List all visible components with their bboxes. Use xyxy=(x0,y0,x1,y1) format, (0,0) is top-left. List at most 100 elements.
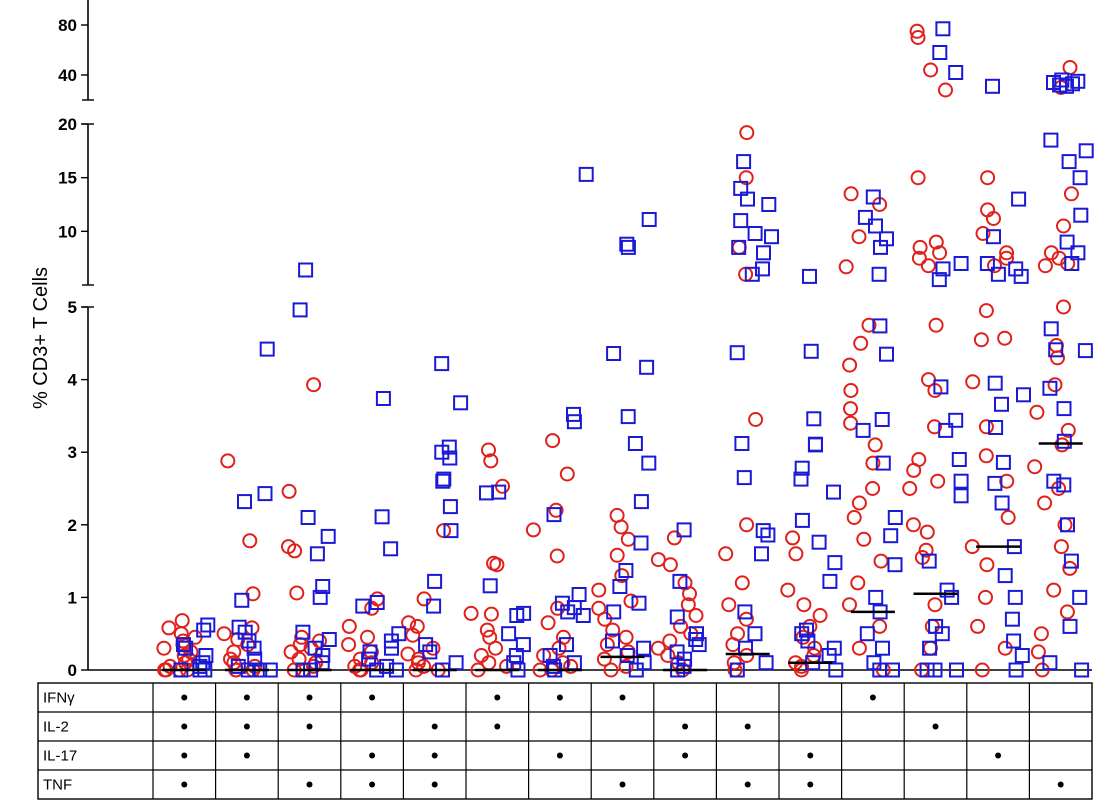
point-square xyxy=(826,484,841,500)
point-square xyxy=(755,523,771,539)
point-circle xyxy=(591,582,607,598)
point-circle xyxy=(978,448,994,464)
point-square xyxy=(887,557,903,573)
point-circle xyxy=(865,481,881,496)
y-axis: 0 1 2 3 4 5 10 15 20 40 80 xyxy=(58,0,1092,680)
point-square xyxy=(740,191,755,207)
point-square xyxy=(1061,154,1077,170)
point-square xyxy=(627,436,643,451)
point-square xyxy=(542,648,558,663)
point-circle xyxy=(932,245,948,261)
point-square xyxy=(995,454,1011,470)
point-square xyxy=(953,488,969,504)
point-circle xyxy=(970,618,986,634)
point-circle xyxy=(1062,60,1078,75)
point-circle xyxy=(721,597,737,613)
point-square xyxy=(799,622,814,638)
point-square xyxy=(731,239,747,255)
point-circle xyxy=(673,618,689,634)
point-circle xyxy=(927,597,943,613)
table-mark xyxy=(807,752,814,759)
point-square xyxy=(443,523,459,539)
point-circle xyxy=(1056,299,1071,315)
point-circle xyxy=(483,453,499,469)
table-mark xyxy=(243,694,250,701)
point-circle xyxy=(731,239,747,255)
point-square xyxy=(1007,589,1023,605)
point-circle xyxy=(1056,218,1071,234)
point-square xyxy=(320,528,336,544)
point-circle xyxy=(978,589,993,605)
point-square xyxy=(355,598,371,614)
point-square xyxy=(760,527,776,543)
point-circle xyxy=(928,317,944,333)
point-square xyxy=(934,626,950,642)
point-circle xyxy=(242,533,258,549)
point-circle xyxy=(872,618,888,634)
point-circle xyxy=(905,517,921,533)
point-square xyxy=(309,546,325,562)
point-square xyxy=(794,460,810,476)
point-square xyxy=(237,624,253,640)
point-circle xyxy=(978,303,994,319)
point-circle xyxy=(650,640,666,656)
point-circle xyxy=(479,622,495,638)
point-circle xyxy=(927,419,942,435)
point-square xyxy=(1078,143,1094,159)
point-circle xyxy=(1060,422,1076,438)
point-square xyxy=(1043,132,1059,148)
point-circle xyxy=(156,640,172,656)
point-circle xyxy=(938,82,953,98)
point-square xyxy=(1059,78,1074,94)
point-square xyxy=(300,510,316,525)
point-square xyxy=(737,604,753,620)
point-square xyxy=(312,589,328,605)
point-circle xyxy=(682,586,697,602)
point-square xyxy=(259,341,275,357)
point-square xyxy=(669,609,685,625)
point-square xyxy=(379,658,395,674)
y-tick-label: 2 xyxy=(68,516,77,535)
point-square xyxy=(618,563,634,578)
point-square xyxy=(1004,611,1020,627)
point-square xyxy=(546,507,562,523)
point-square xyxy=(1072,170,1088,186)
point-circle xyxy=(650,552,666,568)
point-circle xyxy=(1053,539,1069,555)
point-circle xyxy=(1029,404,1045,420)
point-circle xyxy=(838,259,854,275)
point-square xyxy=(871,266,887,282)
point-square xyxy=(734,436,750,451)
table-mark xyxy=(744,781,751,788)
table-mark xyxy=(869,694,876,701)
point-square xyxy=(948,65,964,80)
point-circle xyxy=(785,530,801,546)
point-square xyxy=(879,346,894,362)
point-circle xyxy=(999,250,1014,266)
point-square xyxy=(883,528,899,544)
point-circle xyxy=(341,637,357,653)
point-square xyxy=(935,21,951,37)
point-square xyxy=(619,648,635,663)
point-square xyxy=(873,239,888,255)
point-circle xyxy=(540,615,556,631)
point-square xyxy=(932,45,948,60)
point-circle xyxy=(550,600,566,616)
point-circle xyxy=(662,557,678,573)
point-circle xyxy=(846,510,862,525)
point-square xyxy=(875,640,890,656)
point-square xyxy=(994,396,1009,412)
point-square xyxy=(794,512,810,528)
point-circle xyxy=(725,637,741,653)
point-circle xyxy=(409,618,425,634)
point-square xyxy=(442,499,458,515)
point-square xyxy=(578,166,594,182)
point-circle xyxy=(978,419,994,435)
point-circle xyxy=(1063,186,1079,202)
point-circle xyxy=(174,613,190,629)
point-square xyxy=(676,522,692,538)
point-square xyxy=(482,578,498,594)
point-square xyxy=(807,436,823,452)
point-square xyxy=(828,662,844,678)
point-square xyxy=(944,589,960,605)
